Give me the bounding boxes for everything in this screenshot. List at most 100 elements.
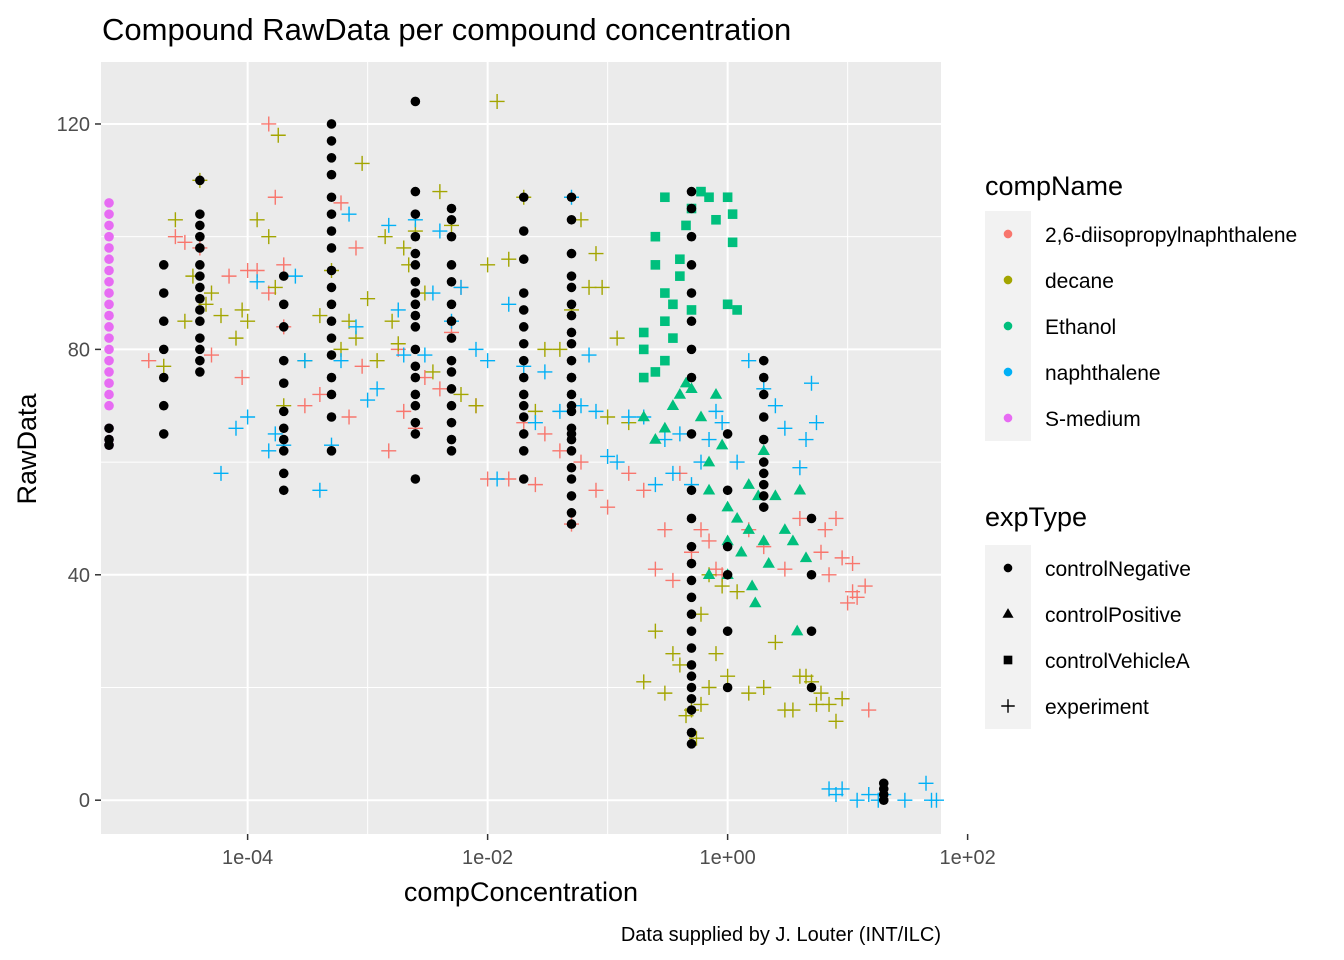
data-point	[566, 248, 577, 259]
data-point	[686, 260, 697, 270]
data-point	[588, 403, 604, 419]
data-point	[821, 567, 837, 583]
data-point	[730, 511, 744, 523]
grid-lines	[101, 62, 969, 834]
data-point	[686, 671, 697, 682]
data-point	[278, 322, 289, 332]
data-point	[721, 500, 734, 512]
data-point	[158, 288, 169, 298]
x-tick-label: 1e-04	[222, 847, 273, 869]
data-point	[722, 192, 733, 203]
data-point	[537, 364, 553, 380]
data-point	[845, 556, 861, 572]
legend-shape-swatch	[1002, 608, 1014, 618]
data-point	[566, 519, 577, 529]
data-point	[341, 206, 357, 222]
data-point	[453, 386, 469, 402]
y-tick-label: 40	[68, 565, 90, 587]
data-point	[686, 316, 697, 327]
data-point	[702, 568, 716, 580]
data-point	[278, 378, 289, 388]
data-point	[333, 353, 349, 369]
data-point	[518, 305, 529, 315]
data-point	[711, 214, 721, 225]
data-point	[326, 299, 337, 310]
data-point	[686, 305, 697, 315]
data-point	[686, 739, 697, 749]
data-point	[360, 392, 376, 408]
data-point	[566, 434, 577, 445]
data-point	[566, 310, 577, 321]
data-point	[834, 550, 850, 566]
data-point	[234, 370, 250, 386]
data-point	[701, 533, 717, 549]
data-point	[468, 398, 484, 414]
data-point	[249, 274, 265, 290]
data-point	[732, 305, 742, 315]
data-point	[573, 454, 589, 470]
data-point	[261, 116, 277, 132]
data-point	[369, 381, 385, 397]
data-point	[727, 209, 738, 219]
data-point	[326, 136, 337, 146]
data-point	[104, 310, 114, 321]
data-point	[701, 679, 717, 695]
data-point	[686, 203, 697, 214]
data-point	[468, 341, 484, 357]
x-axis-title: compConcentration	[404, 877, 638, 907]
data-point	[158, 316, 169, 327]
data-point	[396, 347, 412, 363]
data-point	[518, 226, 529, 236]
data-point	[104, 344, 114, 355]
data-point	[566, 271, 577, 281]
data-point	[566, 446, 577, 456]
data-point	[660, 316, 670, 327]
data-point	[410, 361, 421, 372]
data-point	[668, 299, 678, 310]
data-point	[228, 420, 244, 436]
data-point	[702, 455, 716, 467]
legend-label: experiment	[1045, 696, 1149, 719]
data-point	[326, 119, 337, 129]
data-point	[650, 260, 661, 270]
data-point	[240, 409, 256, 425]
data-point	[686, 541, 697, 552]
data-point	[278, 406, 289, 417]
data-point	[384, 313, 400, 329]
data-point	[518, 254, 529, 265]
data-point	[566, 299, 577, 310]
data-point	[326, 282, 337, 293]
data-point	[104, 440, 114, 450]
data-point	[276, 257, 292, 273]
data-point	[312, 386, 328, 402]
data-point	[693, 696, 709, 712]
data-point	[104, 333, 114, 343]
data-point	[758, 468, 769, 479]
data-point	[354, 155, 370, 171]
data-point	[104, 423, 114, 434]
data-point	[552, 443, 568, 459]
legend-label: S-medium	[1045, 408, 1141, 431]
data-point	[673, 387, 687, 399]
data-point	[297, 398, 313, 414]
data-point	[432, 381, 448, 397]
data-point	[381, 217, 397, 233]
legend-shape-swatch	[1003, 563, 1013, 573]
data-point	[267, 426, 283, 442]
data-point	[446, 203, 457, 214]
data-point	[729, 454, 745, 470]
legend-expType: expType controlNegative controlPositive co…	[985, 502, 1191, 729]
data-point	[195, 175, 205, 186]
data-point	[777, 420, 793, 436]
data-point	[312, 482, 328, 498]
data-point	[104, 231, 114, 242]
data-point	[806, 626, 817, 636]
axes: 0 40 80 120 1e-04 1e-02 1e+00 1e+02	[57, 114, 996, 869]
data-point	[777, 561, 793, 577]
data-point	[195, 220, 205, 231]
data-point	[278, 485, 289, 496]
data-point	[158, 260, 169, 270]
data-point	[756, 679, 772, 695]
data-point	[446, 367, 457, 377]
data-point	[410, 400, 421, 411]
